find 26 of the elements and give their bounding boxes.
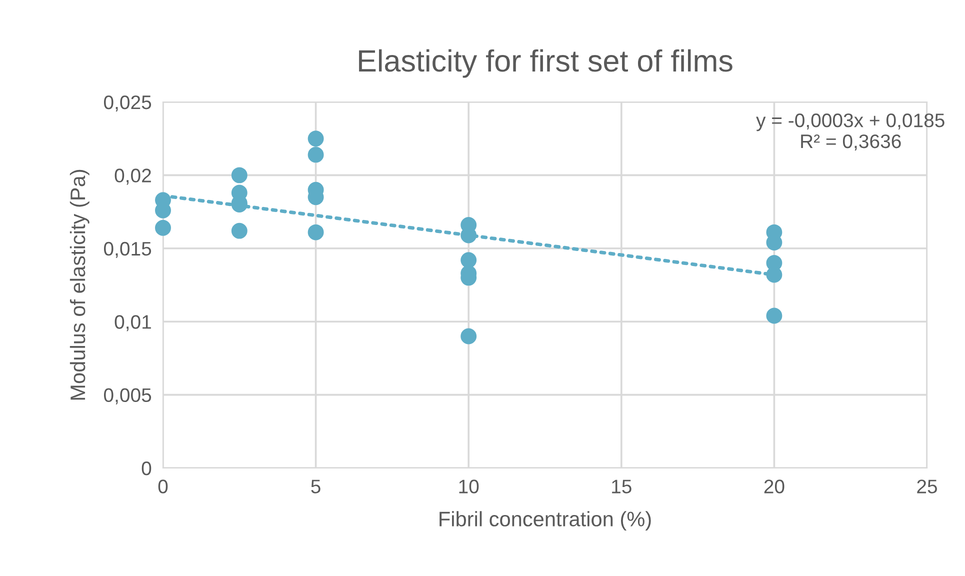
point [231, 222, 248, 239]
y-tick-label: 0,005 [104, 388, 152, 404]
y-tick-label: 0,025 [104, 95, 152, 112]
point [460, 328, 477, 344]
y-tick-label: 0,02 [114, 168, 151, 185]
y-axis-title: Modulus of elasticity (Pa) [70, 170, 90, 400]
x-tick-label: 5 [311, 480, 320, 494]
y-tick-label: 0,01 [114, 315, 151, 332]
point [308, 130, 324, 147]
x-tick-label: 20 [764, 480, 784, 494]
x-tick-label: 10 [459, 480, 479, 494]
chart-title: Elasticity for first set of films [359, 49, 732, 78]
x-tick-label: 25 [917, 480, 937, 494]
annotation: y = -0,0003x + 0,0185 R² = 0,3636 [756, 113, 944, 151]
x-tick-label: 0 [158, 480, 168, 494]
point [155, 220, 171, 236]
point [766, 266, 782, 283]
point [308, 146, 324, 163]
point [308, 224, 324, 240]
point [460, 252, 477, 268]
point [766, 308, 782, 324]
y-tick-label: 0,015 [104, 242, 152, 258]
x-axis-title: Fibril concentration (%) [440, 511, 651, 531]
point [231, 167, 248, 184]
y-tick-label: 0 [142, 461, 152, 476]
x-tick-label: 15 [612, 480, 632, 494]
